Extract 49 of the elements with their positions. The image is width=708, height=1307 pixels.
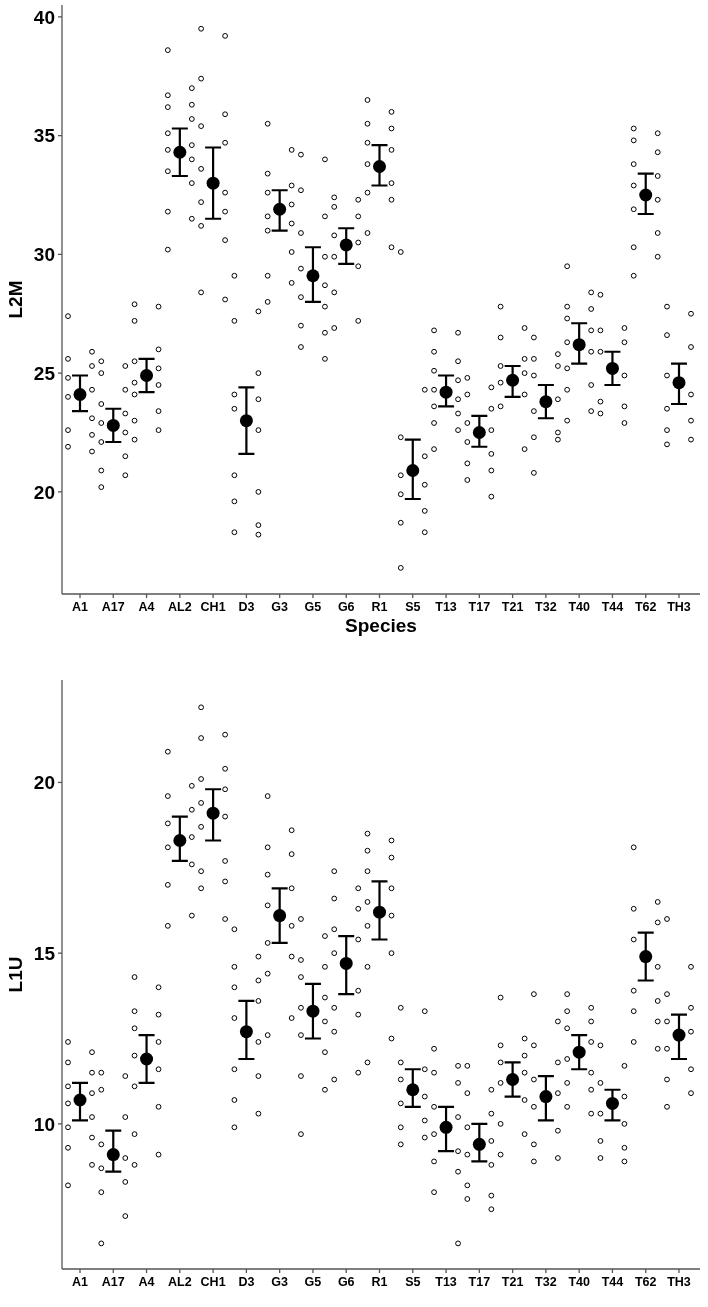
x-tick-label: R1 [371, 1275, 388, 1289]
y-tick-label: 15 [33, 942, 56, 964]
x-tick-label: S5 [405, 1275, 421, 1289]
x-tick-label: G5 [304, 1275, 322, 1289]
x-tick-label: AL2 [168, 600, 192, 614]
y-tick-label: 35 [33, 125, 56, 147]
y-tick-label: 20 [33, 772, 55, 794]
y-axis-title: L2M [5, 280, 26, 319]
x-tick-label: T17 [468, 1275, 491, 1289]
x-tick-label: TH3 [667, 600, 691, 614]
x-tick-label: A17 [101, 1275, 125, 1289]
x-tick-label: G6 [337, 1275, 355, 1289]
x-tick-label: A1 [72, 600, 89, 614]
x-tick-label: T21 [501, 600, 524, 614]
x-tick-label: AL2 [168, 1275, 192, 1289]
x-tick-label: G3 [271, 600, 289, 614]
x-tick-label: R1 [371, 600, 388, 614]
x-tick-label: T62 [634, 600, 657, 614]
x-tick-label: T13 [435, 600, 457, 614]
x-tick-label: T40 [568, 1275, 590, 1289]
x-tick-label: T21 [501, 1275, 524, 1289]
y-axis-title: L1U [5, 956, 26, 993]
x-axis-title: Species [345, 615, 417, 636]
x-tick-label: T62 [634, 1275, 657, 1289]
y-tick-label: 30 [33, 244, 55, 266]
x-tick-label: T17 [468, 600, 491, 614]
x-tick-label: G5 [304, 600, 322, 614]
x-tick-label: G3 [271, 1275, 289, 1289]
x-tick-label: A1 [72, 1275, 89, 1289]
y-tick-label: 25 [33, 362, 56, 384]
x-tick-label: A4 [138, 600, 155, 614]
x-tick-label: T44 [601, 600, 624, 614]
x-tick-label: A4 [138, 1275, 155, 1289]
y-tick-label: 10 [33, 1113, 55, 1135]
x-tick-label: T44 [601, 1275, 624, 1289]
x-tick-label: A17 [101, 600, 125, 614]
x-tick-label: T40 [568, 600, 590, 614]
y-tick-label: 40 [33, 6, 55, 28]
x-tick-label: TH3 [667, 1275, 691, 1289]
x-tick-label: T13 [435, 1275, 457, 1289]
x-tick-label: S5 [405, 600, 421, 614]
y-tick-label: 20 [33, 481, 55, 503]
x-tick-label: CH1 [200, 1275, 226, 1289]
x-tick-label: T32 [535, 1275, 557, 1289]
x-tick-label: G6 [337, 600, 355, 614]
x-tick-label: D3 [238, 1275, 255, 1289]
x-tick-label: D3 [238, 600, 255, 614]
x-tick-label: CH1 [200, 600, 226, 614]
x-tick-label: T32 [535, 600, 557, 614]
